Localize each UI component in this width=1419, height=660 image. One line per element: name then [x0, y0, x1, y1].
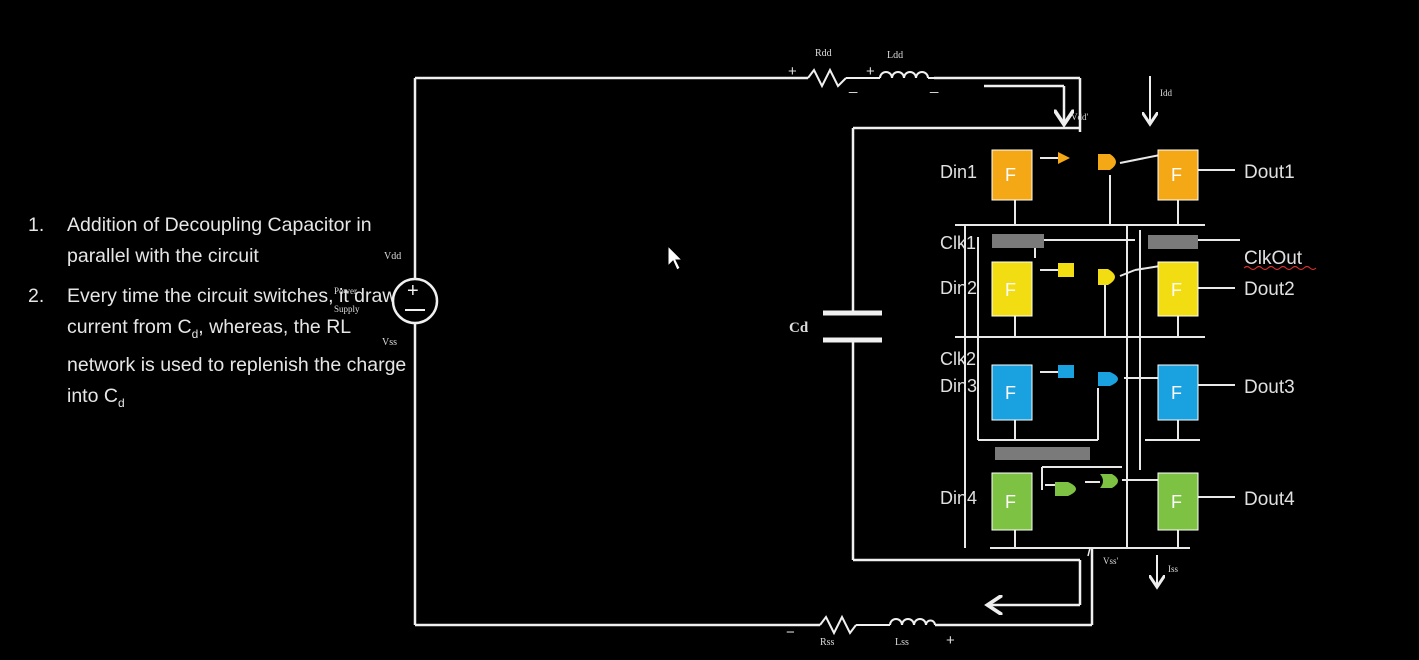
supply-name-2: Supply: [334, 304, 360, 314]
vdd-node-label: Vdd': [1071, 112, 1088, 122]
circuit-wiring: [955, 154, 1240, 549]
note-text: Every time the circuit switches, it draw…: [67, 285, 407, 338]
buffer-gate-2: [1058, 263, 1074, 277]
ff-label: F: [1171, 383, 1182, 403]
flip-flop-3a: [991, 364, 1033, 421]
iss-label: Iss: [1168, 564, 1178, 574]
note-number: 1.: [28, 214, 45, 236]
ff-label: F: [1005, 165, 1016, 185]
flip-flop-3b: [1157, 364, 1199, 421]
output-label-dout2: Dout2: [1244, 279, 1295, 300]
input-label-din1: Din1: [940, 162, 977, 182]
rss-minus: −: [786, 624, 795, 641]
or-gate-4: [1100, 474, 1118, 488]
ldd-plus: +: [866, 63, 875, 80]
resistor-rss: [819, 614, 857, 636]
clock-label-clk2: Clk2: [940, 349, 976, 369]
inductor-ldd: [879, 71, 929, 79]
rdd-label: Rdd: [815, 48, 832, 59]
input-label-din3: Din3: [940, 376, 977, 396]
flip-flop-1b: [1157, 149, 1199, 201]
flip-flop-1a: [991, 149, 1033, 201]
capacitor-loop: [851, 84, 1082, 605]
and-gate-2: [1098, 269, 1115, 285]
output-label-dout3: Dout3: [1244, 377, 1295, 398]
rdd-plus: +: [788, 63, 797, 80]
vss-node-label: Vss': [1103, 556, 1119, 566]
and-gate-4: [1055, 482, 1076, 496]
clock-label-clk1: Clk1: [940, 233, 976, 253]
flip-flop-4b: [1157, 472, 1199, 531]
clock-buffer: [992, 234, 1044, 248]
and-gate-3: [1098, 372, 1118, 386]
output-label-dout4: Dout4: [1244, 489, 1295, 510]
ff-label: F: [1171, 280, 1182, 300]
ff-label: F: [1005, 492, 1016, 512]
power-supply-icon: [391, 277, 439, 325]
ff-label: F: [1171, 165, 1182, 185]
note-item-2: 2. Every time the circuit switches, it d…: [28, 281, 408, 419]
note-number: 2.: [28, 285, 45, 307]
rdd-minus: _: [848, 77, 858, 94]
note-text: Addition of Decoupling Capacitor in para…: [67, 214, 372, 267]
clock-out-label: ClkOut: [1244, 248, 1303, 269]
lss-plus: +: [946, 632, 955, 649]
flip-flop-2a: [991, 261, 1033, 317]
supply-vss-label: Vss: [382, 337, 397, 348]
note-text: , whereas, the RL network is used to rep…: [67, 316, 407, 407]
ldd-label: Ldd: [887, 50, 903, 61]
notes-list: 1. Addition of Decoupling Capacitor in p…: [28, 210, 408, 428]
ff-label: F: [1005, 383, 1016, 403]
ff-label: F: [1005, 280, 1016, 300]
clock-buffer: [995, 447, 1090, 460]
inductor-lss: [889, 618, 936, 626]
capacitor-label: Cd: [789, 320, 809, 336]
buffer-gate-3: [1058, 365, 1074, 378]
spellcheck-underline: [1243, 265, 1317, 271]
rss-label: Rss: [820, 637, 835, 648]
idd-label: Idd: [1160, 88, 1172, 98]
supply-plus: +: [407, 280, 419, 302]
subscript: d: [191, 326, 199, 341]
buffer-gate-1: [1058, 152, 1070, 164]
note-item-1: 1. Addition of Decoupling Capacitor in p…: [28, 210, 408, 272]
output-label-dout1: Dout1: [1244, 162, 1295, 183]
clock-buffer: [1148, 235, 1198, 249]
input-label-din2: Din2: [940, 278, 977, 298]
supply-loop: [413, 76, 1094, 627]
ff-label: F: [1171, 492, 1182, 512]
mouse-cursor-icon: [667, 244, 684, 271]
subscript: d: [117, 395, 125, 410]
and-gate-1: [1098, 154, 1116, 170]
flip-flop-2b: [1157, 261, 1199, 317]
supply-name-1: Power: [334, 286, 357, 296]
ldd-minus: _: [929, 77, 939, 94]
lss-label: Lss: [895, 637, 909, 648]
resistor-rdd: [807, 67, 847, 89]
input-label-din4: Din4: [940, 488, 977, 508]
supply-vdd-label: Vdd: [384, 251, 401, 262]
flip-flop-4a: [991, 472, 1033, 531]
